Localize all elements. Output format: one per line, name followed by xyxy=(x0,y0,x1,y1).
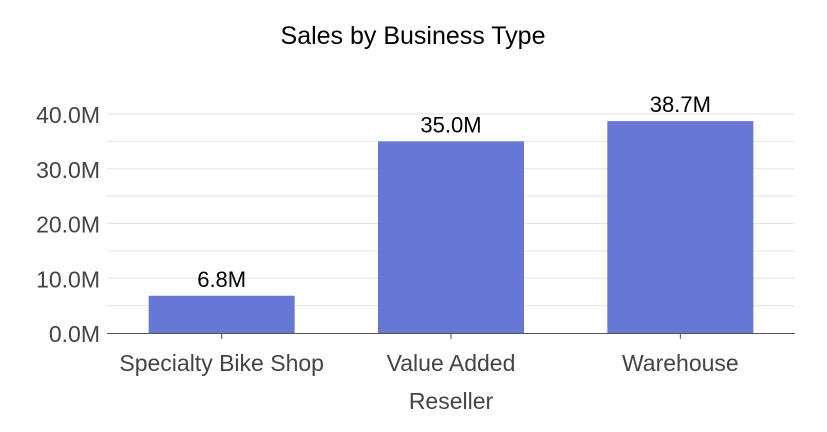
chart-title: Sales by Business Type xyxy=(281,22,546,50)
x-tick-label: Specialty Bike Shop xyxy=(119,350,324,376)
bars: 6.8M 35.0M 38.7M xyxy=(148,92,754,334)
bar xyxy=(378,141,524,333)
data-label: 38.7M xyxy=(650,92,711,117)
y-tick-label: 10.0M xyxy=(36,266,100,292)
x-axis xyxy=(107,333,795,339)
y-tick-label: 30.0M xyxy=(36,157,100,183)
y-tick-label: 20.0M xyxy=(36,212,100,238)
x-tick-label: Warehouse xyxy=(622,350,739,376)
y-tick-label: 40.0M xyxy=(36,102,100,128)
x-tick-label: Value Added Reseller xyxy=(387,350,516,414)
y-tick-label: 0.0M xyxy=(49,321,100,347)
bar xyxy=(148,295,295,333)
data-label: 35.0M xyxy=(420,112,481,137)
bar xyxy=(607,121,754,334)
x-axis-labels: Specialty Bike Shop Value Added Reseller Wa… xyxy=(119,350,738,414)
y-axis-ticks: 0.0M 10.0M 20.0M 30.0M 40.0M xyxy=(36,102,100,347)
data-label: 6.8M xyxy=(197,267,246,292)
